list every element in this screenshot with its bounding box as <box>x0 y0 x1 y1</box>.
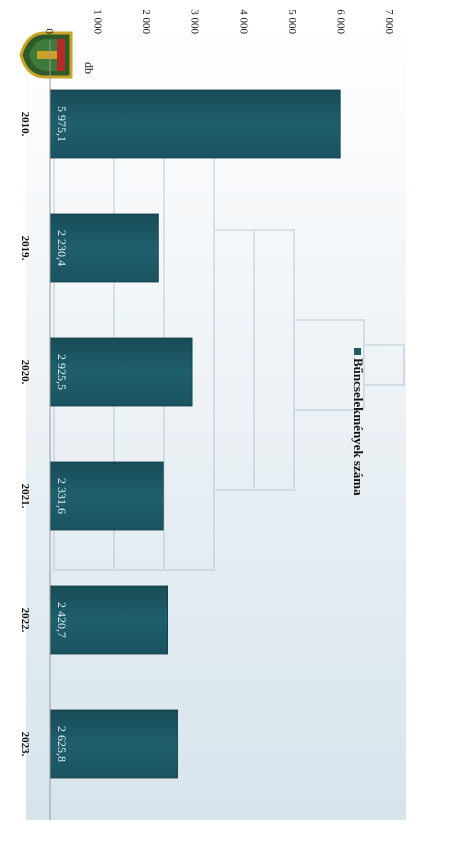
coat-of-arms-logo <box>21 33 71 77</box>
y-tick-label: 7 000 <box>383 9 395 34</box>
bar-2020 <box>50 338 192 406</box>
legend-swatch <box>354 348 361 355</box>
x-category-label: 2020. <box>19 360 31 385</box>
bar-2010 <box>50 90 340 158</box>
y-tick-label: 6 000 <box>334 9 346 34</box>
y-tick-label: 3 000 <box>189 9 201 34</box>
x-category-label: 2010. <box>19 112 31 137</box>
x-category-label: 2019. <box>19 236 31 261</box>
x-category-label: 2023. <box>19 732 31 757</box>
x-category-label: 2022. <box>19 608 31 633</box>
y-axis-unit-label: db <box>82 62 96 74</box>
legend-label: Bűncselekmények száma <box>351 358 366 496</box>
bar-value-label: 2 420,7 <box>55 602 69 638</box>
y-tick-label: 5 000 <box>286 9 298 34</box>
bar-value-label: 2 625,8 <box>55 726 69 762</box>
bar-value-label: 2 230,4 <box>55 230 69 266</box>
bar-value-label: 5 975,1 <box>55 106 69 142</box>
x-category-label: 2021. <box>19 484 31 509</box>
y-tick-label: 2 000 <box>140 9 152 34</box>
bar-value-label: 2 925,5 <box>55 354 69 390</box>
y-tick-label: 4 000 <box>237 9 249 34</box>
bar-value-label: 2 331,6 <box>55 478 69 514</box>
y-tick-label: 1 000 <box>92 9 104 34</box>
legend: Bűncselekmények száma <box>351 348 366 496</box>
y-tick-label: 0 <box>43 29 55 35</box>
